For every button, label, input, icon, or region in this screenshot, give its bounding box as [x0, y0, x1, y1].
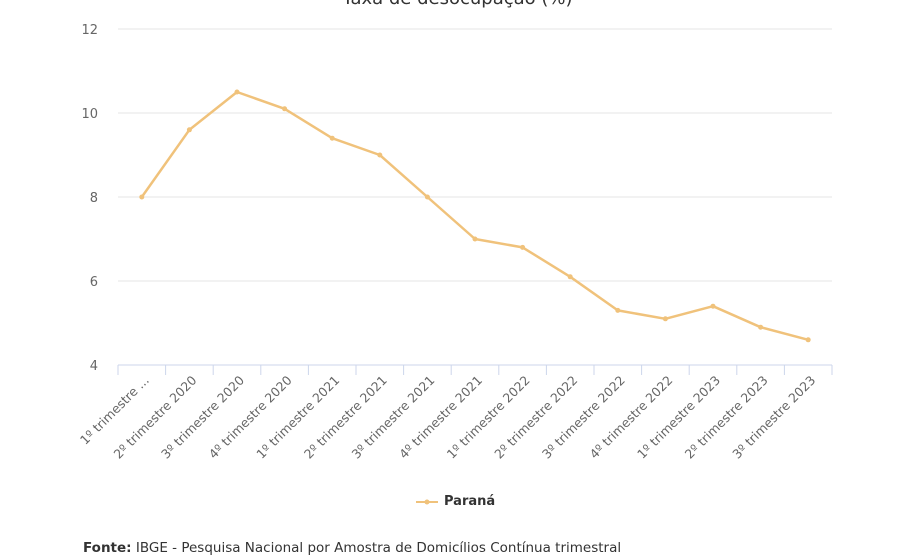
x-tick-label: 2º trimestre 2020 — [110, 372, 199, 461]
x-tick-label: 2º trimestre 2023 — [682, 373, 771, 462]
x-tick-label: 3º trimestre 2023 — [729, 373, 818, 462]
data-point — [662, 316, 668, 322]
x-tick-label: 3º trimestre 2022 — [539, 373, 628, 462]
data-point — [329, 135, 335, 141]
data-point — [710, 303, 716, 309]
x-tick-label: 4º trimestre 2022 — [586, 373, 675, 462]
x-tick-label: 1º trimestre 2021 — [253, 373, 342, 462]
legend-label: Paraná — [444, 494, 496, 509]
x-tick-label: 2º trimestre 2021 — [301, 373, 390, 462]
y-tick-label: 8 — [90, 191, 98, 206]
data-point — [472, 236, 478, 242]
source-note: Fonte: IBGE - Pesquisa Nacional por Amos… — [83, 540, 621, 556]
y-tick-label: 6 — [90, 275, 98, 290]
x-tick-label: 3º trimestre 2021 — [348, 373, 437, 462]
x-tick-label: 4º trimestre 2021 — [396, 373, 485, 462]
y-tick-label: 4 — [90, 359, 98, 374]
data-point — [424, 194, 430, 200]
x-tick-label: 2º trimestre 2022 — [491, 373, 580, 462]
legend-line-icon — [416, 499, 438, 504]
source-text: IBGE - Pesquisa Nacional por Amostra de … — [131, 540, 622, 556]
data-point — [615, 307, 621, 313]
legend-item-parana[interactable]: Paraná — [416, 494, 495, 509]
data-point — [758, 324, 764, 330]
chart-title: Taxa de desocupação (%) — [0, 0, 915, 9]
data-point — [186, 127, 192, 133]
y-tick-label: 10 — [81, 107, 98, 122]
data-point — [139, 194, 145, 200]
data-point — [377, 152, 383, 158]
data-point — [567, 274, 573, 280]
source-label: Fonte: — [83, 540, 132, 556]
x-tick-label: 3º trimestre 2020 — [158, 372, 247, 461]
series-line — [140, 90, 809, 342]
data-point — [234, 89, 240, 95]
data-point — [282, 106, 288, 112]
x-tick-label: 4º trimestre 2020 — [206, 372, 295, 461]
data-point — [520, 244, 526, 250]
data-point — [805, 337, 811, 343]
x-tick-label: 1º trimestre 2023 — [634, 373, 723, 462]
x-tick-label: 1º trimestre 2022 — [444, 373, 533, 462]
y-tick-label: 12 — [81, 23, 98, 38]
